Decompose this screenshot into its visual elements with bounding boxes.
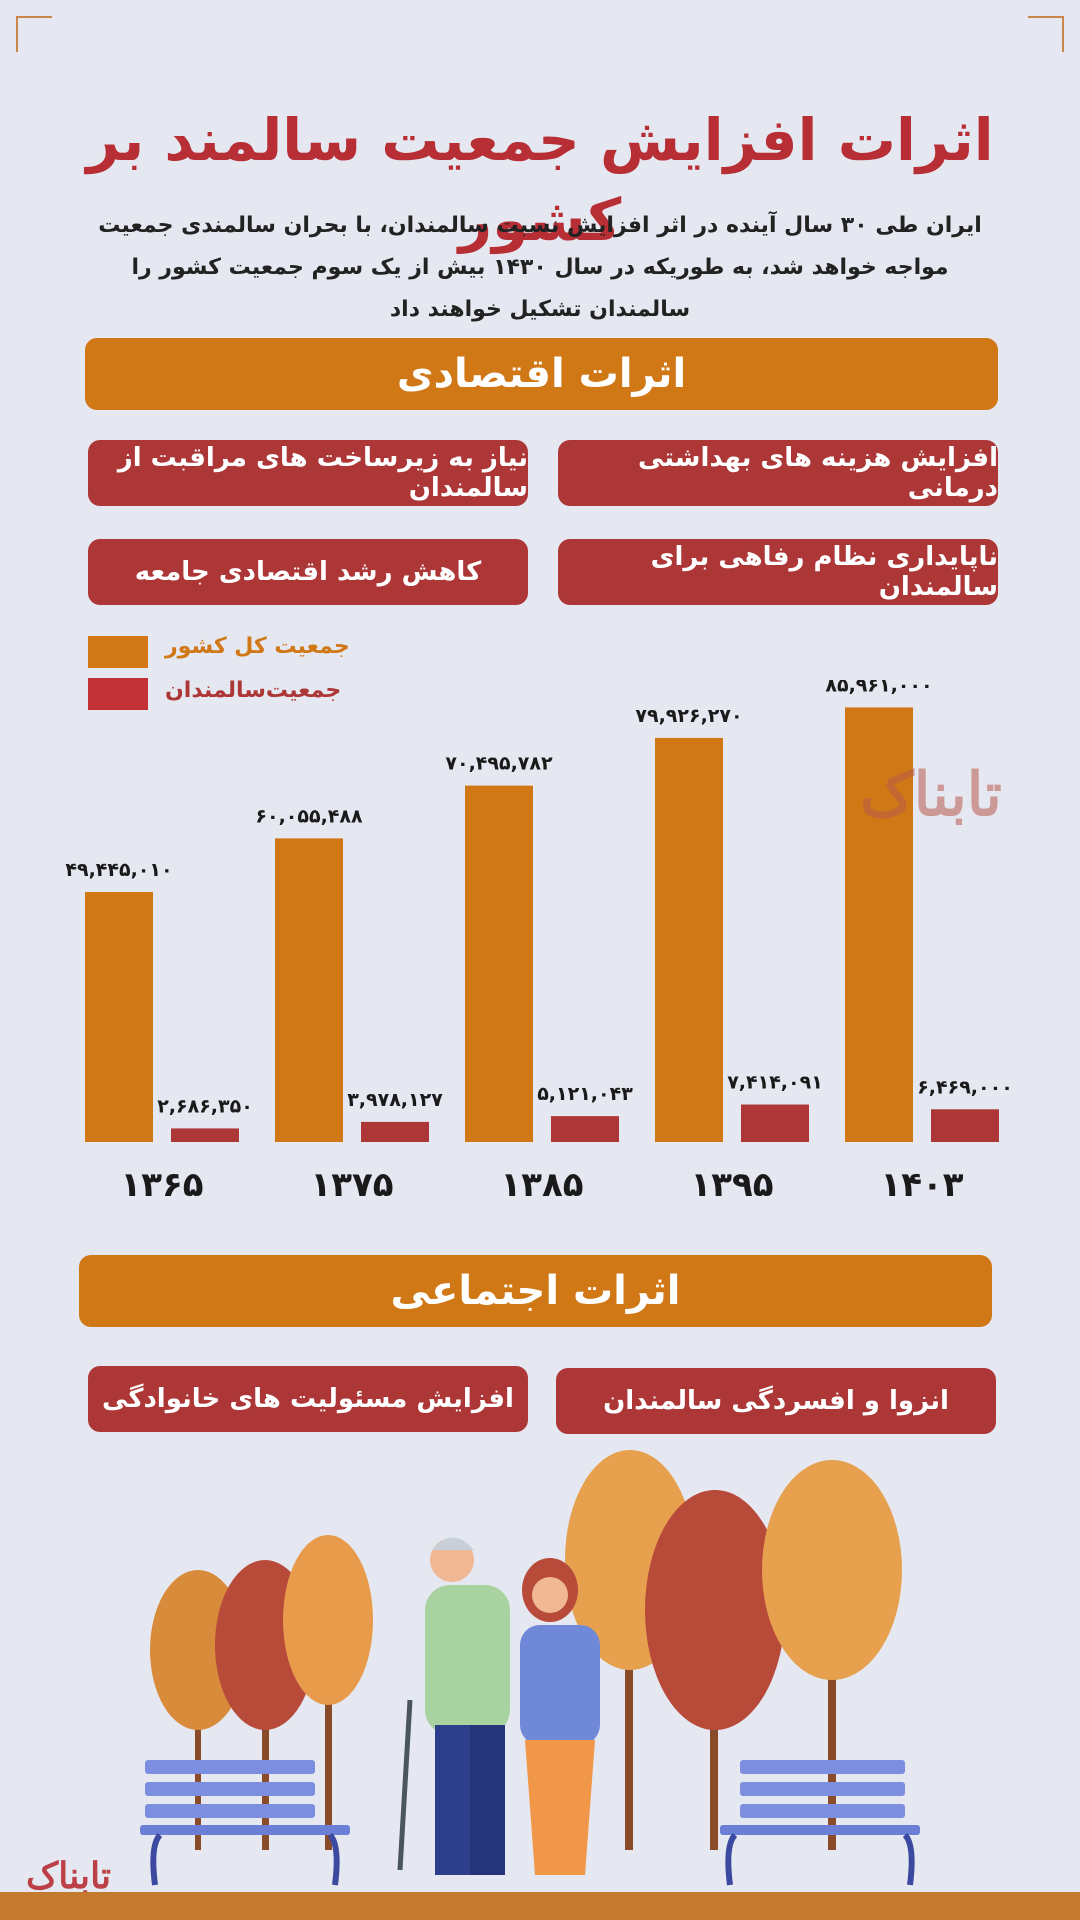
bar-elderly-1 [361,1121,429,1142]
bottom-logo-text: تابناک [26,1855,112,1897]
x-tick-label-1: ۱۳۷۵ [310,1165,393,1205]
data-label-total-0: ۴۹,۴۴۵,۰۱۰ [65,859,172,881]
tree-right-orange [762,1460,902,1850]
bar-elderly-2 [551,1116,619,1142]
bar-total-3 [655,737,723,1142]
economic-tag-welfare-instability: ناپایداری نظام رفاهی برای سالمندان [558,539,998,605]
bar-total-1 [275,838,343,1142]
economic-section-heading: اثرات اقتصادی [85,338,998,410]
population-bar-chart: ۴۹,۴۴۵,۰۱۰ ۲,۶۸۶,۳۵۰ ۱۳۶۵ ۶۰,۰۵۵,۴۸۸ ۳,۹۷۸,۱… [65,680,1013,1205]
intro-text: ایران طی ۳۰ سال آینده در اثر افزایش نسبت… [98,213,982,322]
ground-strip [0,1892,1080,1920]
bar-total-0 [85,892,153,1142]
data-label-elderly-1: ۳,۹۷۸,۱۲۷ [347,1089,443,1111]
corner-ornament-top-right [1028,16,1064,52]
page-title: اثرات افزایش جمعیت سالمند بر کشور [86,106,994,254]
elderly-woman-figure [520,1558,600,1875]
tree-left-orange [283,1535,373,1850]
data-label-total-4: ۸۵,۹۶۱,۰۰۰ [825,680,932,696]
data-label-total-1: ۶۰,۰۵۵,۴۸۸ [255,805,363,827]
bottom-logo: تابناک [26,1855,111,1897]
watermark-text: تابناک [860,760,1002,830]
social-tag-family-responsibility: افزایش مسئولیت های خانوادگی [88,1366,528,1432]
economic-tag-health-costs: افزایش هزینه های بهداشتی درمانی [558,440,998,506]
x-tick-label-2: ۱۳۸۵ [500,1165,583,1205]
legend-swatch-total [88,636,148,668]
social-tag-isolation: انزوا و افسردگی سالمندان [556,1368,996,1434]
legend-label-elderly: جمعیت‌سالمندان [165,678,342,703]
bar-elderly-4 [931,1109,999,1142]
economic-tag-care-infrastructure: نیاز به زیرساخت های مراقبت از سالمندان [88,440,528,506]
economic-tag-growth-decline: کاهش رشد اقتصادی جامعه [88,539,528,605]
data-label-total-3: ۷۹,۹۲۶,۲۷۰ [635,705,742,727]
bench-right [720,1760,920,1886]
x-tick-label-4: ۱۴۰۳ [880,1165,963,1205]
corner-ornament-top-left [16,16,52,52]
legend-label-total: جمعیت کل کشور [165,634,350,659]
data-label-elderly-3: ۷,۴۱۴,۰۹۱ [727,1072,823,1094]
bar-elderly-0 [171,1128,239,1142]
data-label-total-2: ۷۰,۴۹۵,۷۸۲ [445,753,553,775]
data-label-elderly-4: ۶,۴۶۹,۰۰۰ [917,1076,1013,1098]
data-label-elderly-2: ۵,۱۲۱,۰۴۳ [537,1083,633,1105]
bench-left [140,1760,350,1886]
legend-swatch-elderly [88,678,148,710]
data-label-elderly-0: ۲,۶۸۶,۳۵۰ [157,1095,253,1117]
bar-elderly-3 [741,1104,809,1142]
elderly-man-figure [397,1537,510,1875]
x-tick-label-3: ۱۳۹۵ [690,1165,773,1205]
park-illustration [140,1450,920,1886]
tree-right-red [645,1490,785,1850]
bar-total-4 [845,707,913,1142]
social-section-heading: اثرات اجتماعی [79,1255,992,1327]
x-tick-label-0: ۱۳۶۵ [120,1165,203,1205]
watermark-logo: تابناک [860,760,1002,830]
bar-total-2 [465,785,533,1142]
